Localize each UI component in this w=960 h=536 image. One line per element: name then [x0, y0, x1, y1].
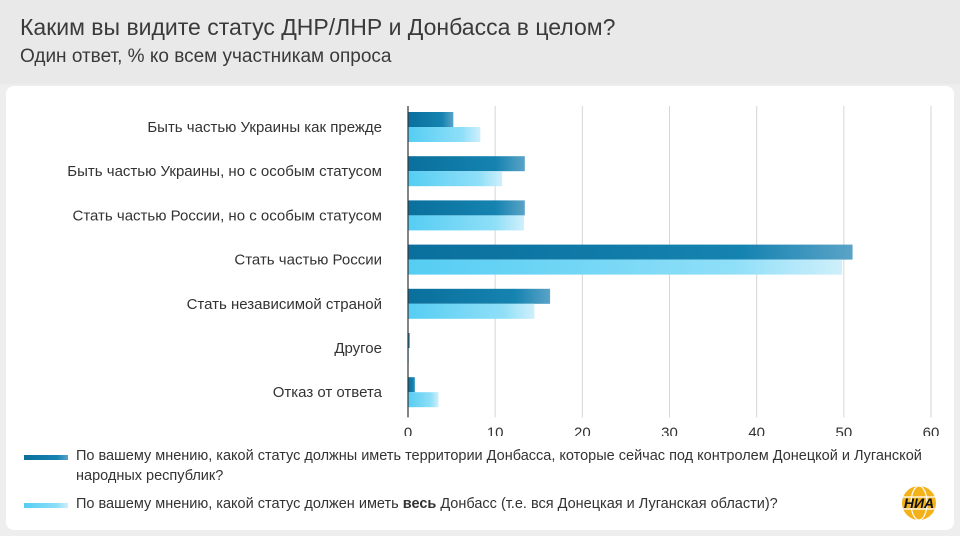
bar-series-2 [408, 171, 503, 187]
x-tick-label: 40 [748, 424, 765, 436]
x-tick-label: 20 [574, 424, 591, 436]
x-tick-label: 10 [487, 424, 504, 436]
chart-panel: Быть частью Украины как прежде Быть часть… [6, 86, 954, 530]
category-label: Стать независимой страной [187, 296, 382, 313]
bar-series-1 [408, 377, 415, 393]
logo-text: НИА [904, 495, 934, 511]
bar-series-2 [408, 127, 481, 142]
legend-text-series-2: По вашему мнению, какой статус должен им… [76, 494, 956, 514]
chart-header: Каким вы видите статус ДНР/ЛНР и Донбасс… [0, 0, 960, 84]
legend-text-bold: весь [402, 496, 437, 512]
legend-swatch-light [24, 503, 68, 508]
bar-series-2 [408, 392, 439, 408]
legend-swatch-dark [24, 455, 68, 460]
bar-series-1 [408, 333, 410, 348]
category-label: Стать частью России [234, 252, 382, 269]
legend-text-part: Донбасс (т.е. вся Донецкая и Луганская о… [436, 496, 778, 512]
bar-series-1 [408, 200, 525, 216]
category-label: Быть частью Украины как прежде [147, 119, 382, 136]
bar-series-1 [408, 244, 853, 260]
category-label: Другое [334, 340, 382, 357]
bar-chart: Быть частью Украины как прежде Быть часть… [67, 106, 940, 436]
category-label: Быть частью Украины, но с особым статусо… [67, 163, 382, 180]
bar-series-1 [408, 112, 454, 127]
bar-series-2 [408, 215, 524, 231]
bar-series-1 [408, 156, 525, 172]
x-tick-label: 30 [661, 424, 678, 436]
legend-text-series-1: По вашему мнению, какой статус должны им… [76, 448, 922, 484]
bar-series-2 [408, 259, 843, 275]
x-tick-label: 60 [923, 424, 940, 436]
chart-subtitle: Один ответ, % ко всем участникам опроса [20, 46, 392, 67]
category-label: Стать частью России, но с особым статусо… [72, 207, 382, 224]
legend-text-part: По вашему мнению, какой статус должен им… [76, 496, 403, 512]
nia-logo-icon: НИА [902, 485, 936, 521]
x-tick-label: 50 [835, 424, 852, 436]
x-tick-label: 0 [404, 424, 412, 436]
bar-series-1 [408, 288, 551, 304]
bar-series-2 [408, 303, 535, 319]
category-label: Отказ от ответа [273, 384, 383, 401]
chart-title: Каким вы видите статус ДНР/ЛНР и Донбасс… [20, 14, 616, 40]
